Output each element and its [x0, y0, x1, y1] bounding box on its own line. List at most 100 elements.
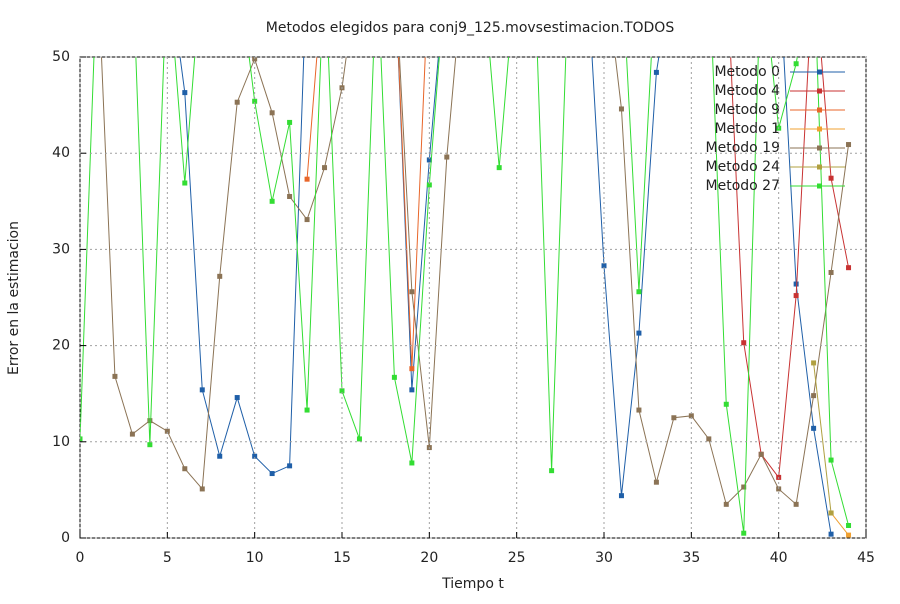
data-point — [182, 90, 188, 96]
data-point — [549, 468, 555, 474]
data-point — [618, 106, 624, 112]
series-line — [813, 362, 832, 514]
data-point — [252, 98, 258, 104]
legend-label: Metodo 9 — [714, 102, 780, 118]
data-point — [636, 289, 642, 295]
data-point — [828, 175, 834, 181]
data-point — [793, 61, 799, 67]
x-tick-label: 10 — [246, 550, 264, 566]
x-axis-label: Tiempo t — [441, 576, 504, 592]
legend-label: Metodo 24 — [706, 159, 781, 175]
data-point — [339, 388, 345, 394]
legend-label: Metodo 1 — [714, 121, 780, 137]
data-point — [356, 436, 362, 442]
data-point — [269, 198, 275, 204]
data-point — [409, 289, 415, 295]
data-point — [426, 182, 432, 188]
series-line — [80, 57, 850, 534]
y-axis-label: Error en la estimacion — [6, 221, 22, 375]
data-point — [112, 373, 118, 379]
series-line — [306, 57, 426, 369]
data-point — [846, 265, 852, 271]
data-point — [164, 428, 170, 434]
legend-label: Metodo 4 — [714, 83, 780, 99]
data-point — [636, 330, 642, 336]
data-point — [269, 110, 275, 116]
data-point — [846, 142, 852, 148]
data-point — [287, 193, 293, 199]
y-tick-label: 30 — [52, 241, 70, 257]
data-point — [269, 471, 275, 477]
data-point — [182, 180, 188, 186]
data-point — [129, 431, 135, 437]
data-point — [828, 269, 834, 275]
data-point — [741, 530, 747, 536]
data-point — [601, 263, 607, 269]
y-tick-label: 10 — [52, 434, 70, 450]
data-point — [234, 99, 240, 105]
data-point — [80, 436, 83, 442]
legend-marker — [817, 107, 822, 113]
legend-marker — [817, 145, 822, 151]
data-point — [706, 436, 712, 442]
y-tick-label: 20 — [52, 338, 70, 354]
legend: Metodo 0 Metodo 4 Metodo 9 Metodo 1 Metodo 1… — [706, 64, 845, 194]
legend-marker — [817, 126, 822, 132]
data-point — [182, 466, 188, 472]
data-point — [828, 510, 834, 516]
legend-label: Metodo 0 — [714, 64, 780, 80]
data-point — [304, 176, 310, 182]
data-point — [758, 451, 764, 457]
data-point — [322, 165, 328, 171]
x-tick-label: 35 — [682, 550, 700, 566]
y-tick-label: 40 — [52, 145, 70, 161]
data-point — [217, 453, 223, 459]
data-point — [793, 501, 799, 507]
data-point — [846, 522, 852, 528]
data-point — [304, 407, 310, 413]
x-tick-label: 20 — [420, 550, 438, 566]
data-point — [409, 366, 415, 372]
data-point — [793, 281, 799, 287]
plot-area — [80, 57, 852, 538]
data-point — [496, 165, 502, 171]
data-point — [391, 374, 397, 380]
data-point — [828, 457, 834, 463]
x-tick-label: 25 — [508, 550, 526, 566]
data-point — [287, 119, 293, 125]
data-point — [147, 442, 153, 448]
y-tick-label: 0 — [61, 530, 70, 546]
legend-marker — [817, 88, 822, 94]
data-point — [793, 293, 799, 299]
data-point — [409, 460, 415, 466]
legend-label: Metodo 19 — [706, 140, 780, 156]
data-point — [287, 463, 293, 469]
data-point — [252, 57, 258, 62]
data-point — [723, 401, 729, 407]
data-point — [653, 69, 659, 75]
x-tick-label: 0 — [76, 550, 85, 566]
data-point — [811, 425, 817, 431]
data-point — [846, 532, 852, 538]
legend-marker — [817, 183, 822, 189]
data-point — [688, 413, 694, 419]
data-point — [811, 360, 817, 366]
series-line — [730, 57, 850, 479]
data-point — [304, 217, 310, 223]
data-point — [811, 393, 817, 399]
chart-title: Metodos elegidos para conj9_125.movsesti… — [266, 20, 675, 36]
data-point — [741, 484, 747, 490]
data-point — [618, 493, 624, 499]
series-line — [830, 512, 849, 536]
x-tick-label: 30 — [595, 550, 613, 566]
data-point — [252, 453, 258, 459]
data-point — [147, 418, 153, 424]
legend-marker — [817, 164, 822, 170]
x-tick-label: 5 — [163, 550, 172, 566]
x-tick-label: 15 — [333, 550, 351, 566]
data-point — [199, 486, 205, 492]
x-tick-label: 40 — [770, 550, 788, 566]
data-point — [653, 479, 659, 485]
legend-marker — [817, 69, 822, 75]
